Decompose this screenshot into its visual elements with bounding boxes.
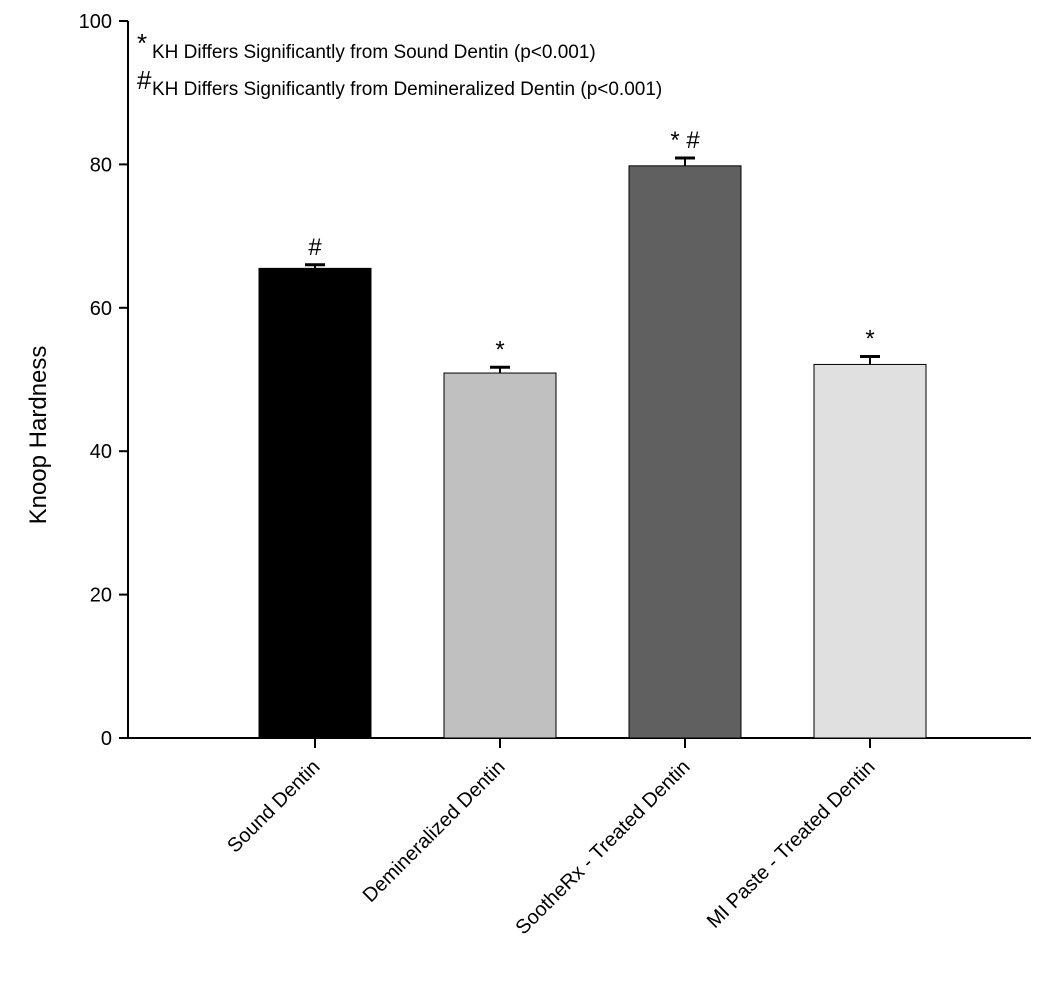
y-tick-label: 100 [79, 11, 112, 33]
x-tick-label: SootheRx - Treated Dentin [512, 756, 695, 939]
legend-notes: * KH Differs Significantly from Sound Den… [137, 28, 662, 100]
y-tick-label: 80 [90, 154, 112, 176]
significance-mark: * # [670, 127, 700, 154]
significance-mark: # [308, 234, 322, 261]
y-tick-label: 40 [90, 441, 112, 463]
bar [443, 372, 557, 739]
x-tick-label: Sound Dentin [223, 756, 324, 857]
bar [258, 267, 372, 739]
bar [813, 363, 927, 739]
note-symbol: * [137, 28, 147, 58]
x-tick-label: Demineralized Dentin [359, 756, 510, 907]
note-symbol: # [137, 65, 152, 95]
significance-mark: * [865, 326, 874, 353]
significance-mark: * [495, 336, 504, 363]
y-tick-label: 0 [101, 728, 112, 750]
y-axis-label: Knoop Hardness [25, 346, 52, 525]
y-tick-label: 20 [90, 585, 112, 607]
bar [628, 165, 742, 739]
x-tick-label: MI Paste - Treated Dentin [703, 756, 880, 933]
error-bars [305, 156, 880, 374]
note-text: KH Differs Significantly from Deminerali… [152, 79, 662, 100]
bars [258, 165, 927, 739]
note-text: KH Differs Significantly from Sound Dent… [152, 42, 596, 63]
y-tick-label: 60 [90, 298, 112, 320]
